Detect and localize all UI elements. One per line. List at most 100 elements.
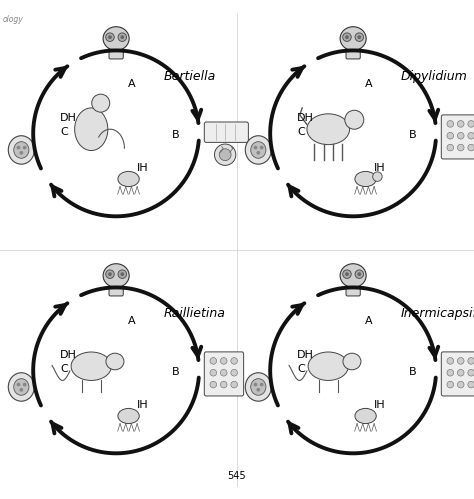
Ellipse shape [343, 270, 351, 278]
Ellipse shape [14, 379, 29, 395]
Ellipse shape [246, 373, 272, 401]
Ellipse shape [468, 381, 474, 388]
Ellipse shape [106, 33, 114, 41]
Ellipse shape [251, 379, 266, 395]
Text: B: B [172, 367, 180, 377]
Text: Raillietina: Raillietina [164, 307, 226, 320]
Ellipse shape [345, 110, 364, 129]
Ellipse shape [468, 144, 474, 151]
Ellipse shape [447, 369, 454, 376]
FancyBboxPatch shape [346, 279, 360, 296]
FancyBboxPatch shape [441, 115, 474, 159]
Text: B: B [409, 130, 417, 140]
Ellipse shape [340, 27, 366, 50]
Ellipse shape [231, 369, 237, 376]
Ellipse shape [256, 388, 260, 392]
Ellipse shape [106, 353, 124, 370]
Ellipse shape [108, 35, 112, 39]
Ellipse shape [23, 146, 27, 150]
Ellipse shape [9, 373, 34, 401]
Ellipse shape [457, 381, 464, 388]
Ellipse shape [23, 383, 27, 387]
Ellipse shape [343, 353, 361, 370]
Text: Inermicapsifer: Inermicapsifer [401, 307, 474, 320]
Ellipse shape [210, 358, 217, 364]
Ellipse shape [357, 272, 361, 276]
Ellipse shape [447, 132, 454, 139]
FancyBboxPatch shape [109, 42, 123, 59]
FancyBboxPatch shape [441, 352, 474, 396]
Text: A: A [365, 316, 373, 326]
Text: C: C [61, 364, 69, 374]
Text: IH: IH [137, 163, 148, 173]
Ellipse shape [373, 172, 382, 181]
Ellipse shape [355, 270, 364, 278]
Ellipse shape [468, 121, 474, 127]
Ellipse shape [75, 108, 108, 151]
Ellipse shape [447, 358, 454, 364]
Ellipse shape [251, 142, 266, 158]
Text: DH: DH [60, 350, 76, 360]
Ellipse shape [307, 114, 349, 145]
Ellipse shape [468, 369, 474, 376]
Ellipse shape [103, 27, 129, 50]
Ellipse shape [118, 408, 139, 424]
Ellipse shape [103, 263, 129, 287]
Ellipse shape [256, 151, 260, 155]
Ellipse shape [214, 144, 236, 165]
Ellipse shape [357, 35, 361, 39]
FancyBboxPatch shape [109, 279, 123, 296]
Text: A: A [365, 79, 373, 89]
Ellipse shape [457, 144, 464, 151]
Ellipse shape [254, 146, 257, 150]
Ellipse shape [457, 358, 464, 364]
Ellipse shape [17, 383, 20, 387]
Text: B: B [172, 130, 180, 140]
Text: C: C [298, 127, 306, 137]
Ellipse shape [355, 33, 364, 41]
Ellipse shape [340, 263, 366, 287]
Ellipse shape [19, 151, 23, 155]
Ellipse shape [118, 270, 127, 278]
Text: Bertiella: Bertiella [164, 70, 216, 83]
Ellipse shape [14, 142, 29, 158]
Ellipse shape [355, 408, 376, 424]
Ellipse shape [220, 381, 227, 388]
Text: C: C [61, 127, 69, 137]
Ellipse shape [19, 388, 23, 392]
Ellipse shape [210, 381, 217, 388]
Ellipse shape [345, 272, 349, 276]
Text: C: C [298, 364, 306, 374]
Ellipse shape [118, 172, 139, 187]
Ellipse shape [9, 136, 34, 164]
Ellipse shape [260, 146, 264, 150]
Ellipse shape [106, 270, 114, 278]
Ellipse shape [91, 94, 109, 112]
Ellipse shape [447, 381, 454, 388]
Ellipse shape [118, 33, 127, 41]
Text: DH: DH [297, 350, 313, 360]
Text: B: B [409, 367, 417, 377]
Ellipse shape [457, 132, 464, 139]
Ellipse shape [447, 144, 454, 151]
Ellipse shape [220, 369, 227, 376]
Ellipse shape [71, 352, 111, 380]
Ellipse shape [120, 35, 124, 39]
FancyBboxPatch shape [204, 122, 248, 142]
Ellipse shape [468, 358, 474, 364]
Text: ology: ology [2, 15, 23, 24]
Ellipse shape [231, 358, 237, 364]
Ellipse shape [231, 381, 237, 388]
Text: Dipylidium: Dipylidium [401, 70, 467, 83]
Ellipse shape [246, 136, 272, 164]
Ellipse shape [468, 132, 474, 139]
Ellipse shape [210, 369, 217, 376]
Text: DH: DH [60, 113, 76, 123]
Text: 545: 545 [228, 471, 246, 481]
Text: IH: IH [374, 163, 385, 173]
Ellipse shape [447, 121, 454, 127]
Ellipse shape [343, 33, 351, 41]
Ellipse shape [120, 272, 124, 276]
Ellipse shape [219, 149, 231, 161]
Ellipse shape [108, 272, 112, 276]
